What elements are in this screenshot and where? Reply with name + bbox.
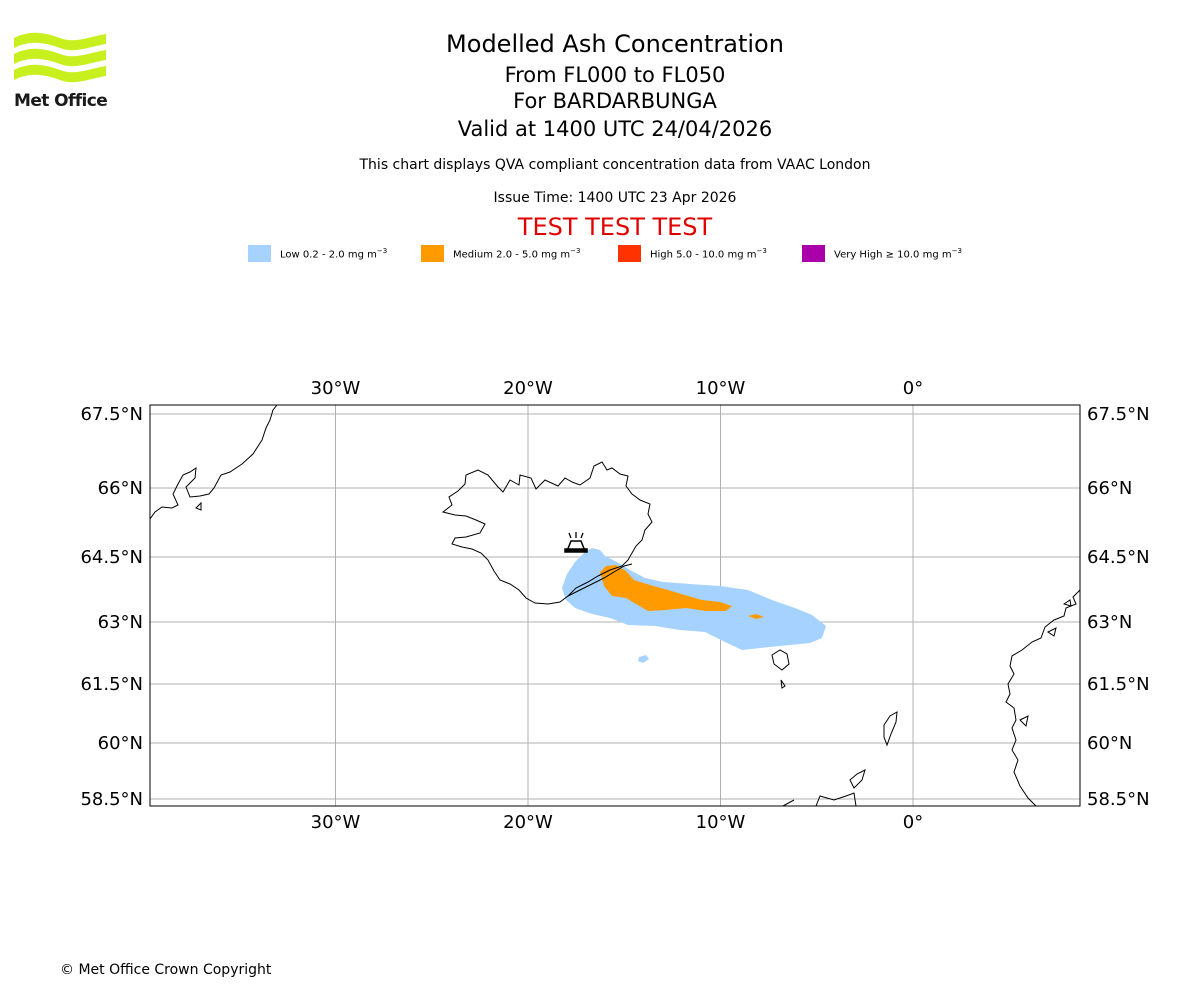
ash-area-low-fragment xyxy=(638,655,649,663)
coastline-orkney xyxy=(849,769,866,789)
coastline-faroe xyxy=(771,649,790,689)
legend-swatch-medium xyxy=(421,245,444,262)
lon-label-bottom: 10°W xyxy=(696,812,746,833)
test-banner: TEST TEST TEST xyxy=(517,213,713,241)
lat-label-left: 64.5°N xyxy=(80,547,143,568)
coastlines xyxy=(149,404,1081,807)
lat-label-left: 58.5°N xyxy=(80,789,143,810)
lat-label-right: 66°N xyxy=(1087,478,1132,499)
legend-swatch-very-high xyxy=(802,245,825,262)
lat-label-left: 67.5°N xyxy=(80,404,143,425)
chart-description: This chart displays QVA compliant concen… xyxy=(359,157,871,173)
lon-label-top: 30°W xyxy=(311,378,361,399)
volcano-name: For BARDARBUNGA xyxy=(513,89,717,113)
lon-label-bottom: 0° xyxy=(903,812,923,833)
ash-area-medium xyxy=(600,565,732,611)
lon-label-bottom: 30°W xyxy=(311,812,361,833)
lat-label-right: 63°N xyxy=(1087,612,1132,633)
flight-level-range: From FL000 to FL050 xyxy=(504,63,726,87)
copyright-notice: © Met Office Crown Copyright xyxy=(60,962,272,978)
legend-label-high: High 5.0 - 10.0 mg m xyxy=(650,249,757,261)
coastline-iceland-south xyxy=(567,563,633,597)
lat-label-right: 67.5°N xyxy=(1087,404,1150,425)
lat-label-left: 60°N xyxy=(98,733,143,754)
lat-label-right: 64.5°N xyxy=(1087,547,1150,568)
coastline-iceland xyxy=(441,461,653,605)
axis-labels: 30°W 30°W 20°W 20°W 10°W 10°W 0° 0° 67.5°N 67.5°N… xyxy=(80,378,1149,833)
coastline-scotland xyxy=(782,792,857,807)
volcano-icon xyxy=(564,532,588,553)
issue-time: Issue Time: 1400 UTC 23 Apr 2026 xyxy=(493,190,737,206)
lat-label-right: 61.5°N xyxy=(1087,674,1150,695)
lat-label-right: 60°N xyxy=(1087,733,1132,754)
coastline-norway-islands xyxy=(1019,599,1072,728)
coastline-greenland xyxy=(149,404,278,520)
map-gridlines xyxy=(150,405,1080,806)
lat-label-left: 61.5°N xyxy=(80,674,143,695)
map-frame xyxy=(149,404,1081,807)
coastline-shetland xyxy=(883,711,898,747)
legend-swatch-high xyxy=(618,245,641,262)
legend-label-low: Low 0.2 - 2.0 mg m xyxy=(280,249,377,261)
met-office-logo xyxy=(14,32,106,83)
coastline-norway xyxy=(1005,589,1081,807)
lon-label-top: 10°W xyxy=(696,378,746,399)
legend-label-very-high: Very High ≥ 10.0 mg m xyxy=(834,249,952,261)
chart-title: Modelled Ash Concentration xyxy=(446,30,784,58)
legend-label-medium: Medium 2.0 - 5.0 mg m xyxy=(453,249,571,261)
lon-label-top: 0° xyxy=(903,378,923,399)
lon-label-bottom: 20°W xyxy=(503,812,553,833)
lon-label-top: 20°W xyxy=(503,378,553,399)
coastline-greenland-islet xyxy=(195,501,202,511)
lat-label-left: 66°N xyxy=(98,478,143,499)
legend-swatch-low xyxy=(248,245,271,262)
lat-label-right: 58.5°N xyxy=(1087,789,1150,810)
lat-label-left: 63°N xyxy=(98,612,143,633)
logo-wordmark: Met Office xyxy=(14,91,108,111)
valid-time: Valid at 1400 UTC 24/04/2026 xyxy=(457,117,773,141)
ash-area-medium-fragment xyxy=(748,614,764,619)
